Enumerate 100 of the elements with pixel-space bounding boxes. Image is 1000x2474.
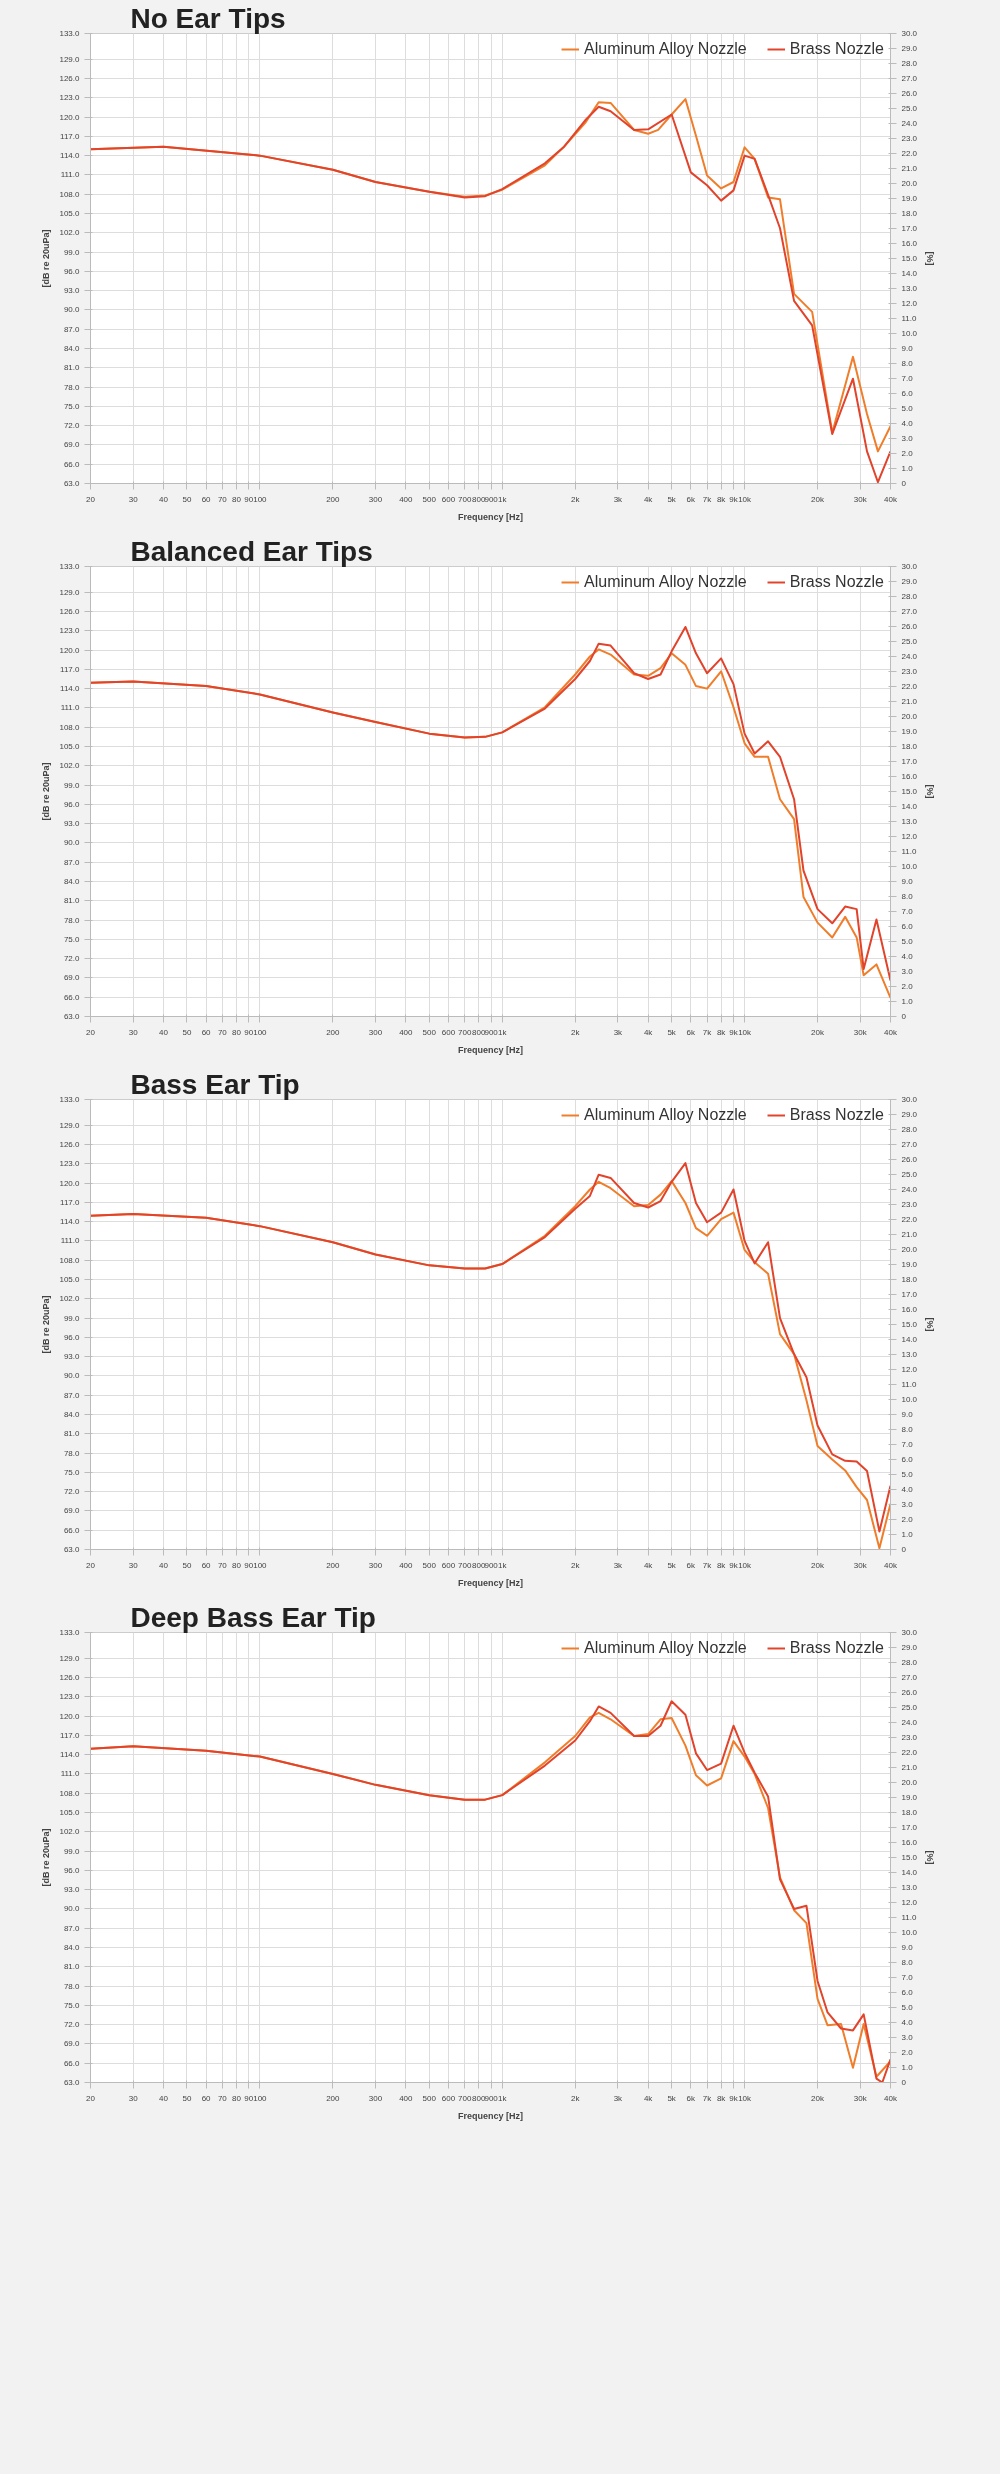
x-tick-label: 900: [484, 1560, 499, 1570]
x-tick-label: 400: [399, 1027, 414, 1037]
y-tick-label: 129.0: [59, 1120, 81, 1130]
x-tick-label: 500: [422, 1560, 437, 1570]
y2-tick-label: 17.0: [901, 757, 918, 766]
y2-tick-label: 18.0: [901, 209, 918, 218]
y-tick-label: 117.0: [60, 664, 81, 674]
x-tick-label: 100: [253, 1027, 268, 1037]
x-tick-label: 700: [458, 1027, 472, 1037]
y-tick-label: 133.0: [59, 562, 81, 571]
legend-label: Aluminum Alloy Nozzle: [584, 39, 747, 59]
y-tick-label: 93.0: [63, 1885, 81, 1895]
x-tick-label: 800: [472, 2093, 486, 2103]
x-tick-label: 10k: [738, 1027, 753, 1037]
y-tick-label: 66.0: [63, 1525, 81, 1535]
y-tick-label: 69.0: [63, 2039, 81, 2049]
y2-tick-label: 6.0: [901, 389, 914, 398]
y-tick-label: 102.0: [59, 1827, 81, 1837]
y2-tick-label: 20.0: [901, 712, 918, 721]
x-tick-label: 400: [399, 1560, 414, 1570]
y2-tick-label: 22.0: [901, 682, 918, 691]
y-tick-label: 120.0: [59, 645, 81, 655]
y-tick-label: 123.0: [59, 93, 81, 103]
x-tick-label: 40k: [884, 494, 898, 504]
y-tick-label: 78.0: [63, 1981, 81, 1991]
y2-tick-label: 16.0: [901, 772, 918, 781]
x-tick-label: 6k: [686, 2093, 697, 2103]
y-tick-label: 99.0: [63, 1846, 81, 1856]
y-tick-label: 75.0: [63, 2000, 81, 2010]
x-tick-label: 60: [201, 2093, 212, 2103]
x-tick-label: 5k: [667, 1027, 677, 1037]
x-tick-label: 800: [472, 1027, 486, 1037]
x-tick-label: 2k: [570, 2093, 581, 2103]
x-tick-label: 800: [472, 1560, 486, 1570]
x-tick-label: 20k: [811, 2093, 825, 2103]
x-tick-label: 6k: [686, 1560, 697, 1570]
x-tick-label: 70: [217, 1560, 228, 1570]
x-tick-label: 80: [231, 1560, 242, 1570]
y-tick-label: 93.0: [63, 286, 81, 296]
y-tick-label: 117.0: [60, 1730, 81, 1740]
chart-title: Bass Ear Tip: [130, 1068, 300, 1100]
y2-tick-label: 24.0: [901, 652, 918, 661]
x-tick-label: 900: [484, 1027, 499, 1037]
y2-tick-label: 19.0: [901, 727, 918, 736]
y-tick-label: 90.0: [63, 1371, 81, 1381]
y-tick-label: 133.0: [59, 29, 81, 38]
y-tick-label: 99.0: [63, 780, 81, 790]
y2-tick-label: 7.0: [901, 1440, 914, 1449]
x-tick-label: 800: [472, 494, 486, 504]
x-tick-label: 30: [128, 1027, 139, 1037]
x-tick-label: 9k: [729, 2093, 739, 2103]
y-tick-label: 75.0: [63, 401, 81, 411]
x-axis-title: Frequency [Hz]: [458, 511, 524, 522]
x-tick-label: 3k: [613, 1027, 624, 1037]
y2-tick-label: 16.0: [901, 239, 918, 248]
y2-axis-title: [%]: [925, 784, 936, 799]
y-tick-label: 96.0: [63, 799, 81, 809]
y2-tick-label: 5.0: [901, 1470, 914, 1479]
y2-tick-label: 26.0: [901, 89, 918, 98]
y-tick-label: 102.0: [59, 228, 81, 238]
y2-tick-label: 30.0: [901, 29, 918, 38]
y2-tick-label: 4.0: [901, 952, 914, 961]
y-tick-label: 102.0: [59, 761, 81, 771]
y2-tick-label: 28.0: [901, 59, 918, 68]
y-tick-label: 66.0: [63, 459, 81, 469]
x-tick-label: 50: [182, 1027, 192, 1037]
y2-tick-label: 5.0: [901, 937, 914, 946]
y2-tick-label: 24.0: [901, 1185, 918, 1194]
y2-tick-label: 11.0: [901, 1913, 918, 1922]
legend-label: Brass Nozzle: [789, 572, 884, 592]
y-tick-label: 87.0: [63, 857, 81, 867]
x-tick-label: 50: [182, 2093, 192, 2103]
x-tick-label: 6k: [686, 494, 697, 504]
x-tick-label: 4k: [643, 494, 654, 504]
y2-tick-label: 21.0: [901, 1763, 918, 1772]
y2-tick-label: 24.0: [901, 1718, 918, 1727]
y2-tick-label: 8.0: [901, 359, 914, 368]
legend-label: Brass Nozzle: [789, 1105, 884, 1125]
y2-tick-label: 7.0: [901, 907, 914, 916]
y-axis-title: [dB re 20uPa]: [41, 1828, 52, 1887]
x-tick-label: 8k: [716, 2093, 727, 2103]
y-tick-label: 63.0: [63, 1012, 81, 1021]
y-tick-label: 90.0: [63, 838, 81, 848]
y2-tick-label: 19.0: [901, 1793, 918, 1802]
x-tick-label: 40k: [884, 2093, 898, 2103]
x-tick-label: 700: [458, 494, 472, 504]
x-tick-label: 50: [182, 1560, 192, 1570]
y-tick-label: 123.0: [59, 626, 81, 636]
x-tick-label: 20: [86, 2093, 96, 2103]
chart-title: No Ear Tips: [130, 2, 286, 34]
y2-tick-label: 22.0: [901, 1748, 918, 1757]
y2-tick-label: 9.0: [901, 877, 914, 886]
y-tick-label: 63.0: [63, 479, 81, 488]
y-tick-label: 66.0: [63, 2058, 81, 2068]
y-tick-label: 84.0: [63, 877, 81, 886]
y2-tick-label: 29.0: [901, 1110, 918, 1119]
x-tick-label: 700: [458, 1560, 472, 1570]
x-tick-label: 300: [368, 1560, 383, 1570]
y2-tick-label: 21.0: [901, 164, 918, 173]
y2-tick-label: 20.0: [901, 1778, 918, 1787]
